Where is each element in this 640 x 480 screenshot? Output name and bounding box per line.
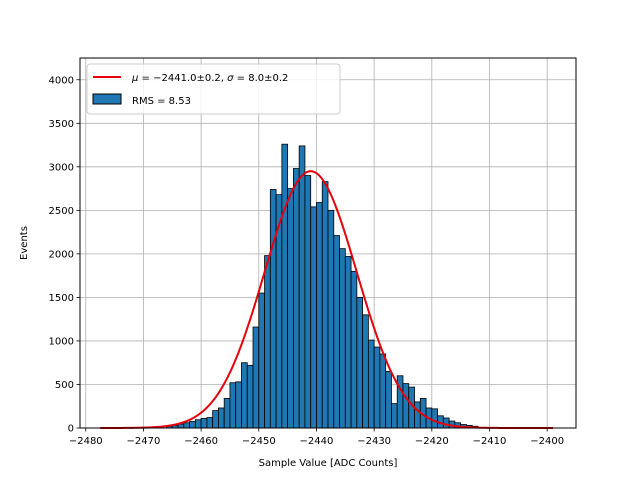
- histogram-bar: [235, 381, 242, 429]
- histogram-bars: [166, 143, 479, 429]
- y-tick-label: 2500: [49, 206, 74, 217]
- histogram-bar: [200, 418, 208, 429]
- histogram-bar: [281, 143, 289, 429]
- histogram-bar: [304, 175, 312, 429]
- histogram-bar: [362, 314, 369, 429]
- histogram-bar: [258, 292, 265, 429]
- histogram-bar: [391, 403, 398, 429]
- legend-box: [86, 63, 341, 115]
- histogram-bar: [183, 422, 190, 429]
- x-tick-label: −2400: [530, 436, 564, 447]
- axes-frame: [79, 57, 577, 429]
- histogram-bar: [350, 270, 358, 429]
- histogram-bar: [298, 145, 306, 429]
- histogram-bar: [344, 256, 352, 429]
- histogram-bar: [373, 346, 381, 429]
- legend-rms-swatch: [92, 93, 122, 105]
- histogram-bar: [194, 419, 202, 429]
- y-axis-ticks: 0 500 1000 1500 2000 2500 3000 3500 4000: [49, 75, 80, 435]
- legend-fit-label-part: = −2441.0±0.2,: [138, 73, 227, 84]
- histogram-bar: [385, 371, 392, 429]
- y-tick-label: 1000: [49, 336, 74, 347]
- x-tick-label: −2440: [300, 436, 334, 447]
- y-tick-label: 3500: [49, 119, 74, 130]
- histogram-bar: [327, 209, 335, 429]
- x-tick-label: −2410: [473, 436, 507, 447]
- histogram-bar: [252, 326, 260, 429]
- histogram-bar: [321, 181, 329, 429]
- histogram-bar: [206, 417, 214, 429]
- y-tick-label: 0: [68, 424, 74, 435]
- histogram-bar: [269, 189, 277, 429]
- histogram-bar: [339, 248, 346, 429]
- x-tick-label: −2480: [69, 436, 103, 447]
- histogram-bar: [356, 297, 364, 429]
- histogram-bar: [218, 407, 225, 429]
- histogram-bar: [229, 382, 237, 429]
- histogram-bar: [287, 188, 294, 429]
- histogram-bar: [310, 206, 317, 429]
- y-axis-label: Events: [19, 226, 30, 260]
- histogram-bar: [442, 417, 450, 429]
- x-tick-label: −2420: [415, 436, 449, 447]
- y-tick-label: 1500: [49, 293, 74, 304]
- y-tick-label: 4000: [49, 75, 74, 86]
- x-tick-label: −2450: [242, 436, 276, 447]
- x-tick-label: −2430: [357, 436, 391, 447]
- y-tick-label: 500: [55, 380, 74, 391]
- legend-fit-label-part: σ: [227, 73, 234, 84]
- legend-fit-label-part: μ: [131, 73, 138, 84]
- histogram-bar: [402, 383, 410, 429]
- y-tick-label: 3000: [49, 162, 74, 173]
- histogram-bar: [316, 202, 323, 429]
- legend: μ = −2441.0±0.2, σ = 8.0±0.2 RMS = 8.53: [86, 63, 341, 115]
- x-axis-label: Sample Value [ADC Counts]: [259, 458, 398, 469]
- histogram-bar: [212, 410, 219, 429]
- x-tick-label: −2460: [184, 436, 218, 447]
- legend-fit-label-part: = 8.0±0.2: [233, 73, 288, 84]
- histogram-bar: [223, 397, 231, 429]
- histogram-bar: [292, 168, 300, 429]
- histogram-bar: [189, 421, 196, 429]
- x-axis-ticks: −2480 −2470 −2460 −2450 −2440 −2430 −2420 −2410…: [69, 428, 564, 447]
- histogram-bar: [246, 364, 254, 429]
- legend-fit-label: μ = −2441.0±0.2, σ = 8.0±0.2: [131, 73, 288, 84]
- histogram-bar: [241, 362, 248, 429]
- histogram-bar: [414, 401, 421, 429]
- histogram-bar: [431, 408, 438, 429]
- histogram-bar: [333, 235, 340, 429]
- histogram-bar: [264, 255, 271, 429]
- histogram-bar: [367, 339, 375, 429]
- histogram-bar: [379, 353, 387, 429]
- legend-rms-label: RMS = 8.53: [132, 96, 191, 107]
- y-tick-label: 2000: [49, 249, 74, 260]
- x-tick-label: −2470: [127, 436, 161, 447]
